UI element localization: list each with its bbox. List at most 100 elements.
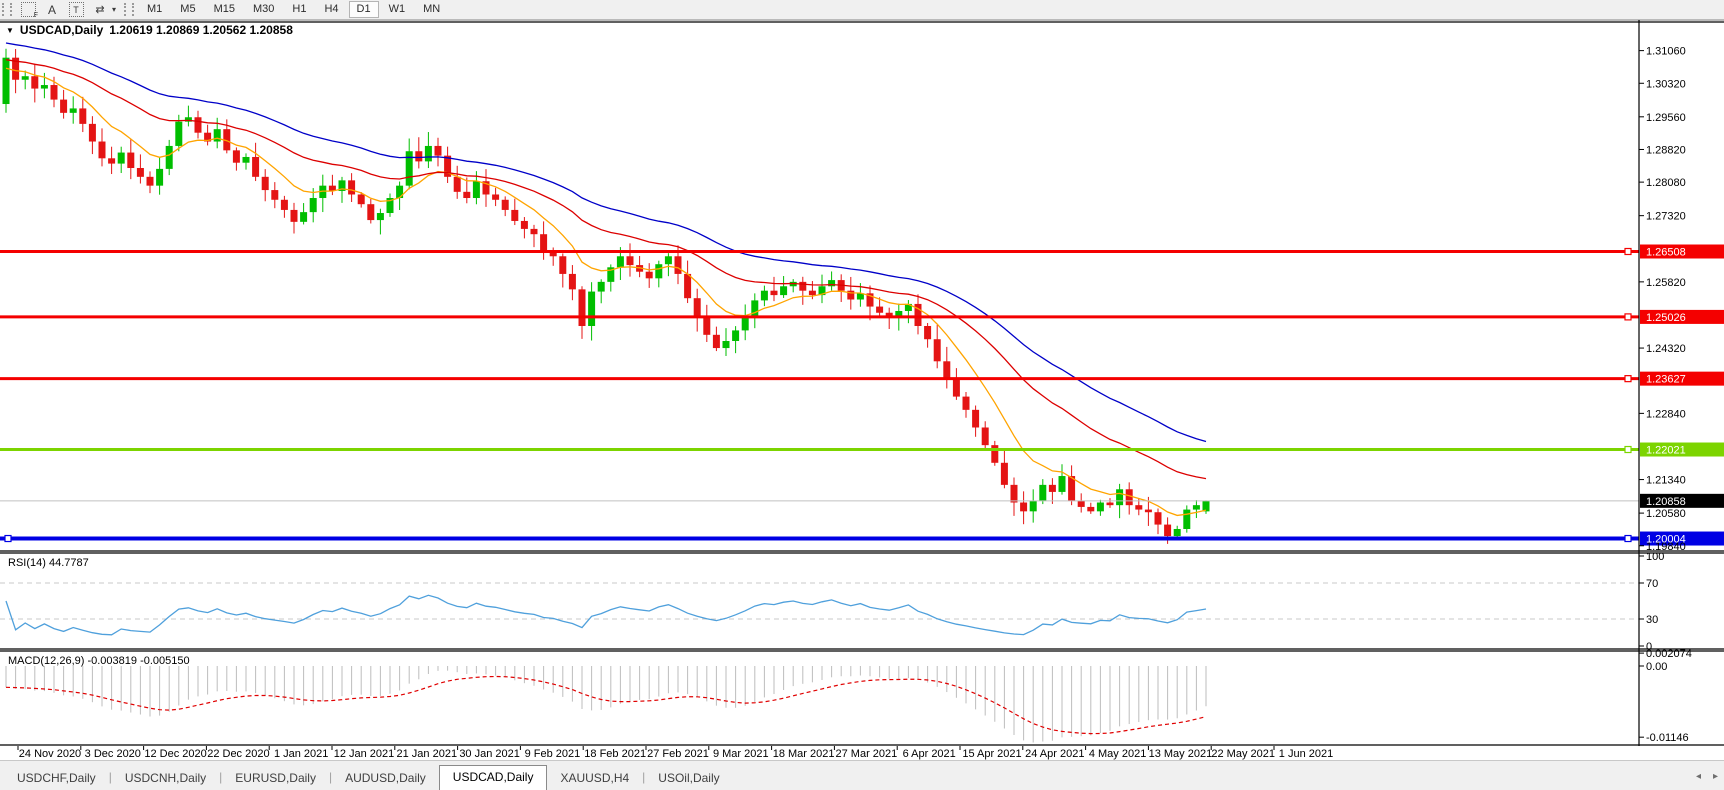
macd-axis-label: 0.002074 xyxy=(1646,648,1692,660)
toolbar-grip[interactable] xyxy=(2,3,12,16)
tab-scroll-left-icon[interactable]: ◂ xyxy=(1695,771,1701,782)
date-axis-label: 3 Dec 2020 xyxy=(85,748,141,760)
timeframe-button-w1[interactable]: W1 xyxy=(388,3,406,15)
macd-indicator-label: MACD(12,26,9) -0.003819 -0.005150 xyxy=(8,655,190,667)
tab-scroll-right-icon[interactable]: ▸ xyxy=(1712,771,1718,782)
text-tool-icon[interactable]: T xyxy=(64,2,88,18)
svg-text:1.25026: 1.25026 xyxy=(1646,312,1686,324)
date-axis-label: 18 Mar 2021 xyxy=(773,748,835,760)
text-label-icon[interactable]: A xyxy=(47,2,56,17)
current-price-label: 1.20858 xyxy=(1646,496,1686,508)
timeframe-button-d1[interactable]: D1 xyxy=(348,1,379,18)
rsi-axis-label: 30 xyxy=(1646,614,1658,626)
fast-ma-line xyxy=(5,67,1207,517)
top-toolbar: F A T ⇄ ▾ M1 M5 M15 M30 H1 H4 D1 W1 MN xyxy=(0,0,1724,19)
date-axis-label: 18 Feb 2021 xyxy=(584,748,646,760)
timeframe-button-mn[interactable]: MN xyxy=(423,3,441,15)
chart-title: ▼ USDCAD,Daily 1.20619 1.20869 1.20562 1… xyxy=(6,23,293,37)
tab-separator: | xyxy=(328,769,333,784)
date-axis-label: 6 Apr 2021 xyxy=(903,748,956,760)
symbol-dropdown-icon[interactable]: ▼ xyxy=(6,25,14,35)
price-axis-label: 1.28820 xyxy=(1646,144,1686,156)
tab-separator: | xyxy=(642,769,646,784)
price-axis-label: 1.20580 xyxy=(1646,508,1686,520)
date-axis-label: 1 Jun 2021 xyxy=(1279,748,1333,760)
timeframe-button-m1[interactable]: M1 xyxy=(147,3,163,15)
price-axis-label: 1.31060 xyxy=(1646,46,1686,58)
arrow-tools-icon[interactable]: ⇄ xyxy=(95,4,105,16)
dropdown-caret-icon[interactable]: ▾ xyxy=(112,5,117,14)
price-axis-label: 1.29560 xyxy=(1646,112,1686,124)
date-axis-label: 27 Mar 2021 xyxy=(836,748,898,760)
tab-separator: | xyxy=(108,769,112,784)
tab-usoil-daily[interactable]: USOil,Daily xyxy=(658,771,720,785)
hline-handle[interactable] xyxy=(1624,247,1632,256)
tab-audusd-daily[interactable]: AUDUSD,Daily xyxy=(345,771,426,785)
date-axis-label: 24 Nov 2020 xyxy=(19,748,81,760)
rsi-line xyxy=(5,594,1207,636)
hline-handle[interactable] xyxy=(1624,313,1632,321)
rsi-indicator-label: RSI(14) 44.7787 xyxy=(8,557,89,569)
tab-scroll-nav: ◂ ▸ xyxy=(1696,771,1718,782)
timeframe-button-m15[interactable]: M15 xyxy=(213,3,235,15)
mid-ma-line xyxy=(5,59,1207,480)
date-axis-label: 24 Apr 2021 xyxy=(1025,748,1084,760)
macd-axis-label: 0.00 xyxy=(1646,661,1667,673)
tab-usdchf-daily[interactable]: USDCHF,Daily xyxy=(17,771,96,785)
chart-symbol: USDCAD,Daily xyxy=(19,23,104,37)
price-axis-label: 1.25820 xyxy=(1646,277,1686,289)
hline-handle[interactable] xyxy=(4,534,12,543)
chart-background xyxy=(0,20,1724,762)
hline-handle[interactable] xyxy=(1624,534,1632,543)
tab-usdcnh-daily[interactable]: USDCNH,Daily xyxy=(124,771,207,785)
tab-eurusd-daily[interactable]: EURUSD,Daily xyxy=(235,771,316,785)
rsi-axis-label: 100 xyxy=(1646,551,1664,563)
date-axis-label: 22 May 2021 xyxy=(1211,748,1275,760)
macd-axis-label: -0.01146 xyxy=(1646,732,1689,744)
slow-ma-line xyxy=(5,42,1207,443)
chart-tab-bar: USDCHF,Daily | USDCNH,Daily | EURUSD,Daily | A… xyxy=(0,760,1724,790)
price-axis-label: 1.27320 xyxy=(1646,211,1686,223)
tab-xauusd-h4[interactable]: XAUUSD,H4 xyxy=(560,771,630,785)
date-axis-label: 13 May 2021 xyxy=(1149,748,1213,760)
date-axis-label: 12 Dec 2020 xyxy=(144,748,206,760)
date-axis-label: 30 Jan 2021 xyxy=(459,748,520,760)
price-axis-label: 1.30320 xyxy=(1646,78,1686,90)
timeframe-button-m5[interactable]: M5 xyxy=(180,3,196,15)
date-axis-label: 4 May 2021 xyxy=(1089,748,1146,760)
price-axis-label: 1.28080 xyxy=(1646,177,1686,189)
toolbar-separator xyxy=(124,3,134,16)
timeframe-button-m30[interactable]: M30 xyxy=(252,3,275,15)
date-axis-label: 27 Feb 2021 xyxy=(647,748,709,760)
dotted-box xyxy=(20,2,36,17)
date-axis-label: 9 Feb 2021 xyxy=(525,748,581,760)
svg-text:1.20004: 1.20004 xyxy=(1646,534,1686,546)
price-axis-label: 1.21340 xyxy=(1646,475,1686,487)
price-axis-label: 1.22840 xyxy=(1646,408,1686,420)
svg-text:1.26508: 1.26508 xyxy=(1646,247,1686,259)
rsi-axis-label: 70 xyxy=(1646,578,1658,590)
date-axis-label: 21 Jan 2021 xyxy=(397,748,458,760)
date-axis-label: 15 Apr 2021 xyxy=(962,748,1021,760)
timeframe-button-h4[interactable]: H4 xyxy=(324,3,339,15)
date-axis-label: 1 Jan 2021 xyxy=(274,748,328,760)
rsi-axis-label: 0 xyxy=(1646,641,1652,653)
date-axis-label: 12 Jan 2021 xyxy=(334,748,395,760)
timeframe-button-group: M1 M5 M15 M30 H1 H4 D1 W1 MN xyxy=(138,1,449,18)
date-axis-label: 22 Dec 2020 xyxy=(207,748,269,760)
hline-handle[interactable] xyxy=(1624,445,1632,454)
svg-text:1.22021: 1.22021 xyxy=(1646,445,1686,457)
svg-text:1.23627: 1.23627 xyxy=(1646,374,1686,386)
template-f-icon[interactable]: F xyxy=(16,2,40,19)
tab-usdcad-daily[interactable]: USDCAD,Daily xyxy=(438,765,548,790)
timeframe-button-h1[interactable]: H1 xyxy=(292,3,307,15)
price-axis-label: 1.19840 xyxy=(1646,541,1686,553)
macd-signal-line xyxy=(5,675,1207,735)
date-axis-label: 9 Mar 2021 xyxy=(713,748,769,760)
macd-histogram xyxy=(5,666,1207,743)
tab-separator: | xyxy=(219,769,223,784)
price-axis-label: 1.24320 xyxy=(1646,343,1686,355)
hline-handle[interactable] xyxy=(1624,375,1632,383)
